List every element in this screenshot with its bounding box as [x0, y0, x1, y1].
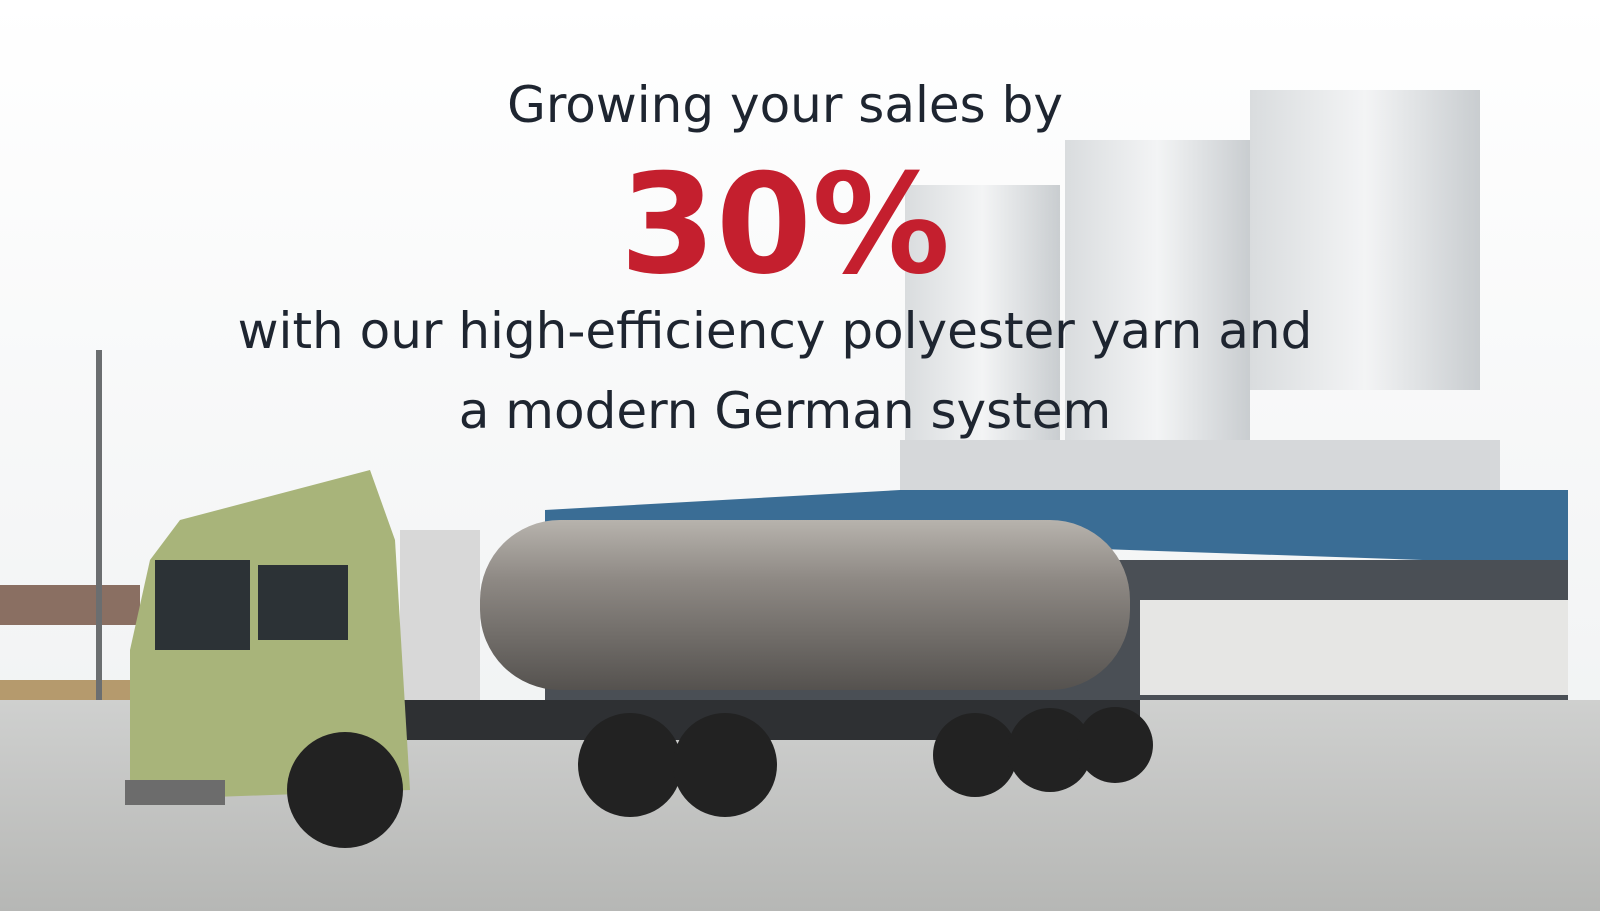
bags: [1140, 600, 1568, 695]
headline-highlight: 30%: [620, 144, 950, 305]
gas-cylinders: [400, 530, 480, 710]
wheel: [287, 732, 403, 848]
wheel: [578, 713, 682, 817]
headline-line: with our high-efficiency polyester yarn …: [238, 302, 1313, 360]
bumper: [125, 780, 225, 805]
tanker: [480, 520, 1130, 690]
side-window: [258, 565, 348, 640]
silo: [1065, 140, 1250, 445]
shed: [0, 585, 140, 625]
silo: [1250, 90, 1480, 390]
wheel: [1077, 707, 1153, 783]
headline-line: a modern German system: [459, 382, 1111, 440]
truck: [125, 470, 1153, 848]
silo: [905, 185, 1060, 445]
wheels: [287, 707, 1153, 848]
windshield: [155, 560, 250, 650]
flag-pole: [96, 350, 102, 760]
headline-line: Growing your sales by: [507, 76, 1063, 134]
wheel: [1008, 708, 1092, 792]
wheel: [933, 713, 1017, 797]
wheel: [673, 713, 777, 817]
